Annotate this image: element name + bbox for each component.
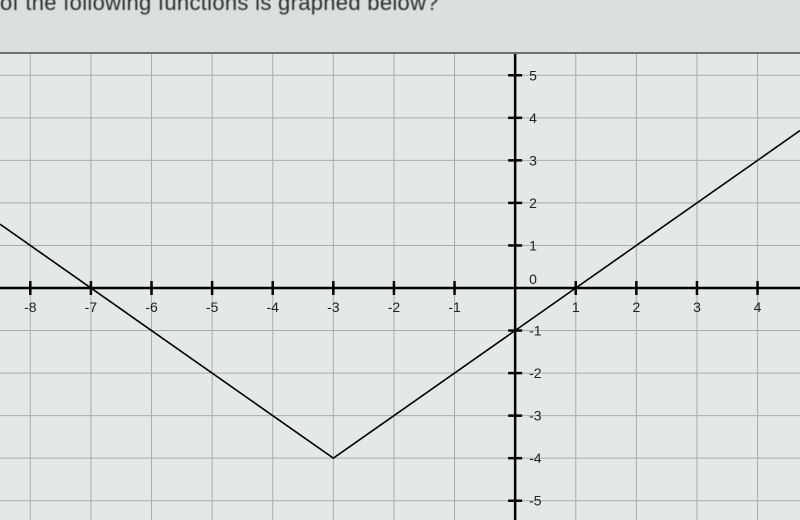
function-curve — [0, 131, 800, 459]
y-tick-label: -5 — [529, 493, 542, 509]
x-tick-label: -2 — [388, 299, 401, 315]
y-tick-label: -3 — [529, 408, 542, 424]
y-tick-label: 3 — [529, 152, 537, 168]
question-text-fragment: of the following functions is graphed be… — [0, 0, 439, 16]
y-tick-label: 2 — [529, 195, 537, 211]
y-tick-label: 1 — [529, 237, 537, 253]
x-tick-label: 1 — [572, 299, 580, 315]
x-tick-label: -3 — [327, 299, 340, 315]
x-tick-label: 2 — [632, 299, 640, 315]
x-tick-label: -8 — [24, 299, 37, 315]
y-tick-label: -1 — [529, 323, 542, 339]
x-tick-label: -1 — [448, 299, 461, 315]
x-tick-label: 4 — [754, 299, 762, 315]
y-tick-label: 4 — [529, 110, 537, 126]
chart-area: -8 -7 -6 -5 -4 -3 -2 -1 1 2 3 4 -5 -4 -3 -2 -1 1 2 3 4 5 0 — [0, 52, 800, 520]
x-tick-label: -5 — [206, 299, 219, 315]
origin-label: 0 — [529, 271, 537, 287]
absolute-value-chart: -8 -7 -6 -5 -4 -3 -2 -1 1 2 3 4 -5 -4 -3 -2 -1 1 2 3 4 5 0 — [0, 54, 800, 520]
screenshot-wrapper: of the following functions is graphed be… — [0, 0, 800, 520]
x-tick-label: -4 — [267, 299, 280, 315]
y-tick-label: -2 — [529, 365, 542, 381]
x-tick-label: 3 — [693, 299, 701, 315]
x-tick-label: -7 — [85, 299, 98, 315]
x-tick-label: -6 — [145, 299, 158, 315]
y-tick-label: 5 — [529, 67, 537, 83]
y-tick-label: -4 — [529, 450, 542, 466]
